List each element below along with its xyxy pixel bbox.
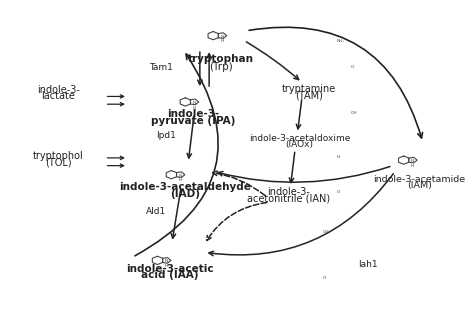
Text: OH: OH [350, 112, 357, 115]
Text: N
H: N H [192, 101, 196, 110]
FancyArrowPatch shape [207, 203, 267, 241]
Text: NH₂: NH₂ [337, 39, 345, 44]
Text: tryptophol: tryptophol [33, 151, 83, 161]
Text: acetonitrile (IAN): acetonitrile (IAN) [246, 193, 329, 204]
FancyArrowPatch shape [171, 189, 181, 238]
Text: (TOL): (TOL) [45, 157, 72, 167]
Text: (IAOx): (IAOx) [286, 140, 314, 149]
Text: indole-3-: indole-3- [36, 85, 80, 95]
Text: acid (IAA): acid (IAA) [141, 270, 199, 280]
Text: (TAM): (TAM) [295, 91, 323, 101]
Text: tryptophan: tryptophan [188, 54, 254, 64]
Text: pyruvate (IPA): pyruvate (IPA) [151, 116, 235, 126]
FancyArrowPatch shape [198, 52, 202, 84]
FancyArrowPatch shape [108, 156, 124, 159]
Text: Iah1: Iah1 [358, 260, 377, 269]
Text: indole-3-acetamide: indole-3-acetamide [374, 175, 465, 184]
Text: N
H: N H [411, 159, 414, 168]
Text: tryptamine: tryptamine [282, 84, 336, 94]
FancyArrowPatch shape [289, 152, 295, 182]
Text: indole-3-: indole-3- [267, 187, 310, 197]
FancyArrowPatch shape [209, 174, 393, 256]
FancyArrowPatch shape [108, 103, 124, 106]
Text: (IAD): (IAD) [170, 189, 200, 199]
Text: indole-3-acetaldoxime: indole-3-acetaldoxime [249, 134, 350, 143]
FancyArrowPatch shape [108, 95, 124, 98]
Text: indole-3-acetaldehyde: indole-3-acetaldehyde [119, 182, 251, 192]
Text: lactate: lactate [41, 91, 75, 101]
Text: OH: OH [322, 230, 329, 234]
FancyArrowPatch shape [296, 100, 301, 129]
Text: O: O [337, 190, 340, 194]
Text: O: O [350, 65, 354, 69]
FancyArrowPatch shape [218, 167, 390, 182]
FancyArrowPatch shape [135, 54, 218, 256]
Text: (IAM): (IAM) [407, 181, 432, 190]
Text: Tam1: Tam1 [149, 63, 173, 73]
FancyArrowPatch shape [249, 27, 422, 138]
Text: Ipd1: Ipd1 [156, 131, 176, 140]
Text: Ald1: Ald1 [146, 207, 166, 216]
Text: (Trp): (Trp) [209, 61, 233, 72]
Text: N
H: N H [179, 174, 182, 182]
FancyArrowPatch shape [207, 54, 211, 86]
FancyArrowPatch shape [246, 42, 299, 80]
Text: O: O [322, 276, 326, 280]
FancyArrowPatch shape [187, 116, 194, 158]
Text: H: H [337, 155, 340, 159]
Text: indole-3-acetic: indole-3-acetic [126, 264, 213, 274]
FancyArrowPatch shape [108, 164, 124, 167]
Text: N
H: N H [165, 259, 168, 268]
Text: indole-3-: indole-3- [167, 109, 219, 119]
FancyArrowPatch shape [213, 171, 265, 196]
Text: N
H: N H [220, 35, 224, 43]
